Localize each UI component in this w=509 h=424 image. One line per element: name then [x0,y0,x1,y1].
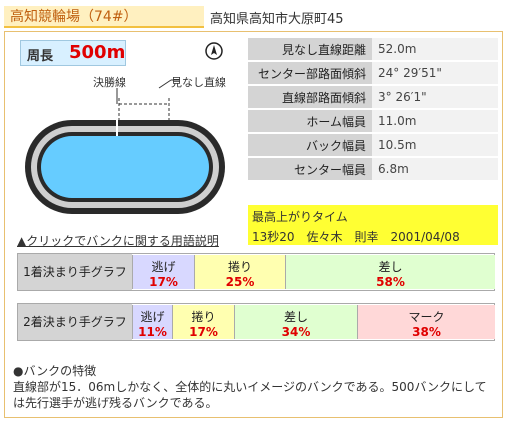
spec-value: 10.5m [372,134,498,156]
graph-label: 2着決まり手グラフ [18,304,132,340]
glossary-link[interactable]: ▲クリックでバンクに関する用語説明 [17,234,219,248]
graph-segment: 捲り 25% [194,255,285,289]
spec-row: 見なし直線距離 52.0m [248,38,498,60]
spec-row: センター部路面傾斜 24° 29′51" [248,62,498,84]
track-length-label: 周長 [27,49,54,64]
segment-technique: 捲り [191,310,216,324]
spec-key: 直線部路面傾斜 [248,86,372,108]
graph-label: 1着決まり手グラフ [18,254,132,290]
spec-key: センター幅員 [248,158,372,180]
velodrome-title: 高知競輪場（74#） [4,6,204,28]
track-length-badge: 周長 500m [20,40,126,66]
spec-value: 24° 29′51" [372,62,498,84]
graph-segment: 捲り 17% [172,305,234,339]
spec-key: センター部路面傾斜 [248,62,372,84]
spec-key: 見なし直線距離 [248,38,372,60]
spec-row: 直線部路面傾斜 3° 26′1" [248,86,498,108]
segment-percent: 25% [225,275,255,289]
graph-segment: 差し 58% [285,255,495,289]
graph-segment: 逃げ 17% [132,255,194,289]
straight-line-label: 見なし直線 [171,76,226,89]
spec-key: バック幅員 [248,134,372,156]
segment-percent: 11% [138,325,167,339]
segment-technique: 差し [283,310,308,324]
first-place-technique-graph: 1着決まり手グラフ 逃げ 17% 捲り 25% 差し 58% [17,253,495,291]
spec-value: 11.0m [372,110,498,132]
straight-leader-a [158,79,172,89]
graph-segment: 逃げ 11% [132,305,172,339]
spec-value: 52.0m [372,38,498,60]
best-lap-record: 最高上がりタイム 13秒20 佐々木 則幸 2001/04/08 [248,205,498,245]
record-value: 13秒20 佐々木 則幸 2001/04/08 [252,230,460,244]
segment-percent: 17% [189,325,218,339]
segment-technique: 逃げ [140,310,165,324]
track-length-value: 500m [69,42,126,63]
feature-text: 直線部が15．06mしかなく、全体的に丸いイメージのバンクである。500バンクに… [13,380,487,410]
header: 高知競輪場（74#） 高知県高知市大原町45 [0,0,509,30]
track-infield [41,136,209,198]
finish-line-label: 決勝線 [93,76,126,89]
segment-percent: 58% [376,275,405,289]
north-compass-icon [205,42,223,60]
spec-key: ホーム幅員 [248,110,372,132]
spec-row: ホーム幅員 11.0m [248,110,498,132]
spec-row: センター幅員 6.8m [248,158,498,180]
info-panel: 周長 500m 決勝線 見なし直線 ▲クリックでバンクに関する用語説明 見なし直… [4,31,503,418]
segment-percent: 38% [412,325,441,339]
record-title: 最高上がりタイム [252,210,348,224]
segment-technique: 捲り [227,260,252,274]
segment-technique: 逃げ [151,260,176,274]
segment-percent: 34% [281,325,311,339]
spec-table: 見なし直線距離 52.0m センター部路面傾斜 24° 29′51" 直線部路面傾斜… [248,36,498,182]
second-place-technique-graph: 2着決まり手グラフ 逃げ 11% 捲り 17% 差し 34% マーク 38% [17,303,495,341]
graph-segment: マーク 38% [357,305,495,339]
track-diagram [25,79,225,214]
spec-row: バック幅員 10.5m [248,134,498,156]
spec-value: 6.8m [372,158,498,180]
feature-title: ●バンクの特徴 [13,364,97,378]
segment-technique: マーク [408,310,445,324]
graph-segment: 差し 34% [234,305,357,339]
spec-value: 3° 26′1" [372,86,498,108]
address: 高知県高知市大原町45 [210,12,344,27]
track-feature: ●バンクの特徴 直線部が15．06mしかなく、全体的に丸いイメージのバンクである… [13,363,498,411]
segment-technique: 差し [378,260,403,274]
segment-percent: 17% [149,275,178,289]
